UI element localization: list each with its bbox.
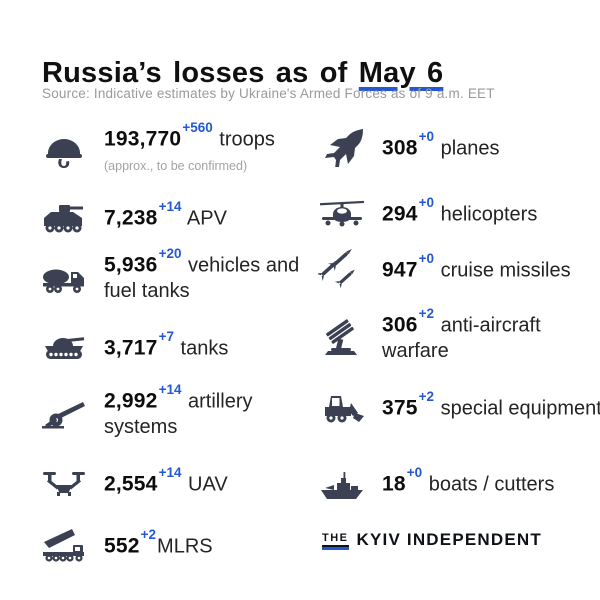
stat-label: vehicles and fuel tanks [104, 254, 300, 303]
apv-icon [36, 194, 92, 240]
stat-label: cruise missiles [435, 259, 571, 282]
boat-icon [314, 460, 370, 506]
stat-label: artillery systems [104, 390, 253, 439]
stat-row-apv: 7,238+14 APV [36, 194, 320, 240]
stat-value: 552 [104, 534, 140, 558]
stat-label: APV [182, 207, 227, 230]
special-equipment-icon [314, 384, 370, 430]
stat-row-anti-aircraft: 306+2 anti-aircraft warfare [314, 306, 600, 365]
cruise-missile-icon [314, 246, 370, 292]
logo-name-label: KYIV INDEPENDENT [356, 530, 542, 549]
artillery-icon [36, 390, 92, 436]
stat-delta: +0 [418, 195, 435, 211]
stat-note: (approx., to be confirmed) [104, 159, 248, 174]
stat-label: boats / cutters [423, 473, 555, 496]
stat-delta: +14 [158, 465, 182, 481]
stat-value: 3,717 [104, 336, 158, 360]
page-title: Russia’s losses as of May 6 [42, 57, 443, 90]
stat-row-vehicles: 5,936+20 vehicles and fuel tanks [36, 246, 320, 305]
mlrs-icon [36, 522, 92, 568]
stat-value: 2,554 [104, 472, 158, 496]
source-line: Source: Indicative estimates by Ukraine'… [42, 86, 495, 101]
stat-value: 375 [382, 396, 418, 420]
stat-value: 18 [382, 472, 406, 496]
stat-label: MLRS [157, 535, 213, 558]
stat-label: planes [435, 137, 500, 160]
plane-icon [314, 124, 370, 170]
stat-value: 5,936 [104, 253, 158, 277]
stat-row-tanks: 3,717+7 tanks [36, 324, 320, 370]
stat-row-helicopters: 294+0 helicopters [314, 190, 600, 236]
stat-label: helicopters [435, 203, 538, 226]
stat-label: special equipment [435, 397, 600, 420]
stat-delta: +14 [158, 382, 182, 397]
stat-row-planes: 308+0 planes [314, 124, 600, 170]
stat-delta: +2 [418, 306, 435, 321]
stat-row-mlrs: 552+2MLRS [36, 522, 320, 568]
stat-value: 294 [382, 202, 418, 226]
stat-row-troops: 193,770+560 troops (approx., to be confi… [36, 120, 320, 179]
stat-label: tanks [174, 337, 229, 360]
stat-label: anti-aircraft warfare [382, 314, 541, 363]
title-text: Russia’s losses as of [42, 57, 359, 90]
helmet-icon [36, 128, 92, 174]
stat-value: 7,238 [104, 206, 158, 230]
fuel-truck-icon [36, 254, 92, 300]
stat-row-special-equipment: 375+2 special equipment [314, 384, 600, 430]
stat-delta: +20 [158, 246, 182, 261]
stat-row-artillery: 2,992+14 artillery systems [36, 382, 320, 441]
stat-delta: +2 [418, 389, 435, 405]
tank-icon [36, 324, 92, 370]
logo-the-label: THE [322, 533, 349, 547]
stat-row-uav: 2,554+14 UAV [36, 460, 320, 506]
kyiv-independent-logo: THE KYIV INDEPENDENT [322, 530, 542, 550]
stat-value: 2,992 [104, 389, 158, 413]
stat-delta: +0 [418, 251, 435, 267]
helicopter-icon [314, 190, 370, 236]
stat-row-cruise-missiles: 947+0 cruise missiles [314, 246, 600, 292]
uav-icon [36, 460, 92, 506]
stat-value: 947 [382, 258, 418, 282]
stat-delta: +7 [158, 329, 174, 345]
stat-row-boats: 18+0 boats / cutters [314, 460, 600, 506]
stat-delta: +0 [406, 465, 423, 481]
stat-value: 193,770 [104, 127, 182, 151]
anti-aircraft-icon [314, 314, 370, 360]
stat-delta: +14 [158, 199, 182, 215]
stat-delta: +2 [140, 527, 157, 543]
stat-delta: +560 [182, 120, 213, 135]
stat-value: 306 [382, 313, 418, 337]
stat-label: UAV [182, 473, 228, 496]
title-date: May 6 [358, 57, 444, 90]
stat-value: 308 [382, 136, 418, 160]
stat-label: troops [213, 128, 275, 151]
stat-delta: +0 [418, 129, 435, 145]
